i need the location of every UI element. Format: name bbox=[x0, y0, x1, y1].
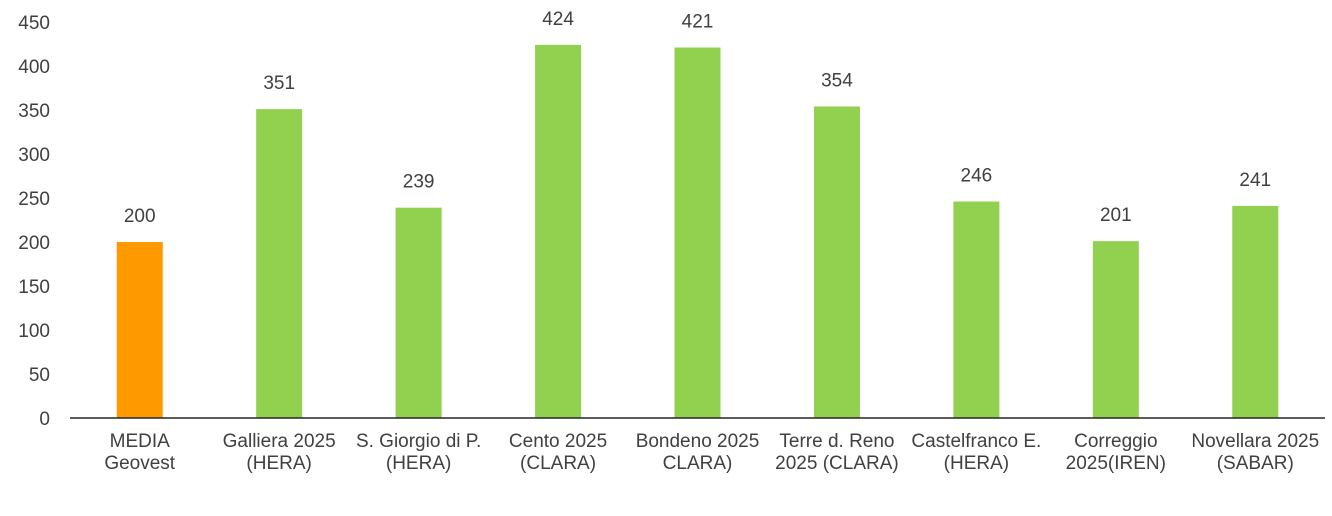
data-label: 246 bbox=[961, 166, 993, 187]
data-label: 354 bbox=[821, 70, 853, 91]
data-label: 351 bbox=[263, 73, 295, 94]
x-tick-label: Bondeno 2025 CLARA) bbox=[635, 431, 760, 474]
bar bbox=[116, 242, 163, 418]
y-tick-label: 250 bbox=[18, 189, 50, 210]
bar bbox=[1092, 241, 1139, 418]
y-tick-label: 50 bbox=[29, 365, 50, 386]
y-tick-label: 0 bbox=[39, 409, 50, 430]
data-label: 200 bbox=[124, 206, 156, 227]
y-tick-label: 150 bbox=[18, 277, 50, 298]
x-tick-label: Terre d. Reno 2025 (CLARA) bbox=[775, 431, 899, 474]
data-label: 421 bbox=[682, 12, 714, 33]
bar bbox=[256, 109, 303, 419]
x-tick-label: MEDIA Geovest bbox=[104, 431, 176, 474]
y-tick-label: 200 bbox=[18, 233, 50, 254]
bar bbox=[395, 207, 442, 418]
y-tick-label: 350 bbox=[18, 101, 50, 122]
x-tick-label: Correggio 2025(IREN) bbox=[1065, 431, 1166, 474]
y-tick-label: 100 bbox=[18, 321, 50, 342]
bar bbox=[1232, 205, 1279, 418]
y-tick-label: 300 bbox=[18, 145, 50, 166]
data-label: 239 bbox=[403, 172, 435, 193]
y-tick-label: 400 bbox=[18, 57, 50, 78]
data-label: 201 bbox=[1100, 205, 1132, 226]
y-tick-label: 450 bbox=[18, 13, 50, 34]
data-label: 424 bbox=[542, 9, 574, 30]
x-tick-label: Castelfranco E. (HERA) bbox=[911, 431, 1042, 474]
x-tick-label: Novellara 2025 (SABAR) bbox=[1191, 431, 1320, 474]
x-tick-label: Galliera 2025 (HERA) bbox=[222, 431, 336, 474]
bar bbox=[674, 47, 721, 419]
bar bbox=[813, 106, 860, 418]
bar bbox=[535, 44, 582, 418]
x-tick-label: Cento 2025 (CLARA) bbox=[508, 431, 608, 474]
x-tick-label: S. Giorgio di P. (HERA) bbox=[355, 431, 482, 474]
bar bbox=[953, 201, 1000, 418]
data-label: 241 bbox=[1239, 170, 1271, 191]
